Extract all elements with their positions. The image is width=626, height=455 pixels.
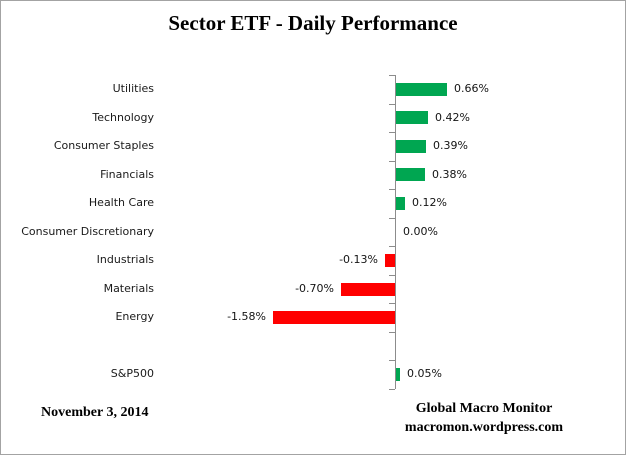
value-label-financials: 0.38% (432, 168, 467, 181)
value-label-utilities: 0.66% (454, 82, 489, 95)
axis-tick (389, 218, 395, 219)
axis-tick (389, 75, 395, 76)
source-url: macromon.wordpress.com (404, 420, 564, 435)
bar-utilities (396, 83, 447, 96)
chart-title: Sector ETF - Daily Performance (168, 11, 458, 35)
bar-health-care (396, 197, 405, 210)
axis-tick (389, 360, 395, 361)
category-label-health-care: Health Care (88, 196, 154, 209)
bar-consumer-staples (396, 140, 426, 153)
value-label-consumer-staples: 0.39% (433, 139, 468, 152)
category-label-energy: Energy (115, 310, 154, 323)
axis-tick (389, 246, 395, 247)
category-label-financials: Financials (100, 168, 154, 181)
axis-tick (389, 161, 395, 162)
category-label-consumer-staples: Consumer Staples (53, 139, 154, 152)
bar-technology (396, 111, 428, 124)
axis-tick (389, 332, 395, 333)
bar-energy (273, 311, 395, 324)
bar-s-p500 (396, 368, 400, 381)
value-label-consumer-discretionary: 0.00% (403, 225, 438, 238)
bar-industrials (385, 254, 395, 267)
value-label-s-p500: 0.05% (407, 367, 442, 380)
category-label-s-p500: S&P500 (110, 367, 154, 380)
footer-source: Global Macro Monitor macromon.wordpress.… (377, 399, 591, 437)
category-label-utilities: Utilities (112, 82, 154, 95)
bar-materials (341, 283, 395, 296)
value-label-health-care: 0.12% (412, 196, 447, 209)
value-label-technology: 0.42% (435, 111, 470, 124)
value-label-materials: -0.70% (295, 282, 334, 295)
bar-financials (396, 168, 425, 181)
category-label-consumer-discretionary: Consumer Discretionary (21, 225, 154, 238)
category-label-materials: Materials (103, 282, 154, 295)
source-name: Global Macro Monitor (415, 401, 553, 416)
axis-tick (389, 303, 395, 304)
value-label-industrials: -0.13% (339, 253, 378, 266)
y-axis-line (395, 75, 396, 389)
axis-tick (389, 132, 395, 133)
category-label-industrials: Industrials (96, 253, 154, 266)
category-label-technology: Technology (92, 111, 154, 124)
axis-tick (389, 275, 395, 276)
footer-date: November 3, 2014 (41, 405, 149, 420)
axis-tick (389, 104, 395, 105)
axis-tick (389, 189, 395, 190)
value-label-energy: -1.58% (227, 310, 266, 323)
axis-tick (389, 389, 395, 390)
